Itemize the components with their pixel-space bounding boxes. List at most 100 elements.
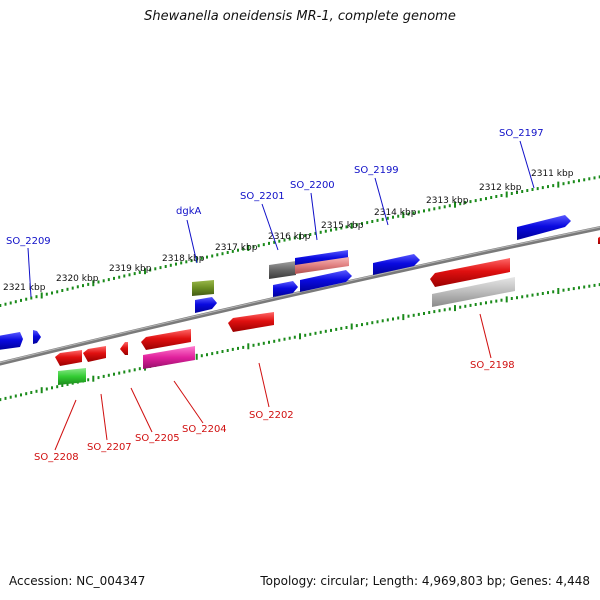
tick-mark-minor [314, 231, 317, 235]
gene-arrow-reverse[interactable] [120, 342, 128, 355]
tick-mark-minor [87, 378, 90, 382]
tick-mark-minor [469, 303, 472, 307]
gene-label-reverse[interactable]: SO_2207 [87, 442, 132, 453]
tick-mark-minor [572, 180, 575, 184]
tick-mark-minor [335, 227, 338, 231]
tick-mark-minor [61, 384, 64, 387]
tick-mark-minor [283, 238, 286, 242]
tick-mark-minor [474, 199, 477, 203]
tick-mark-minor [407, 212, 410, 216]
gene-box-pink[interactable] [295, 257, 349, 274]
tick-mark-minor [516, 191, 518, 194]
gene-arrow-forward[interactable] [373, 254, 420, 275]
tick-mark-minor [412, 313, 415, 317]
gene-box-lightgray[interactable] [432, 277, 515, 307]
tick-mark-minor [381, 319, 384, 323]
gene-arrow-forward[interactable] [0, 332, 23, 350]
gene-arrow-reverse[interactable] [141, 329, 191, 350]
gene-label-reverse[interactable]: SO_2202 [249, 410, 294, 421]
tick-mark-major [350, 323, 353, 330]
gene-arrow-forward[interactable] [195, 297, 217, 313]
tick-mark-major [350, 222, 353, 229]
gene-arrow-reverse[interactable] [430, 258, 510, 287]
gene-arrow-forward[interactable] [273, 281, 298, 297]
tick-mark-minor [45, 387, 48, 391]
tick-mark-minor [335, 327, 338, 331]
map-title: Shewanella oneidensis MR-1, complete gen… [144, 9, 456, 24]
gene-label-reverse[interactable]: SO_2198 [470, 360, 515, 371]
tick-mark-minor [118, 371, 121, 375]
tick-mark-minor [433, 207, 436, 211]
tick-mark-major [557, 288, 560, 294]
gene-label-forward[interactable]: SO_2209 [6, 236, 51, 247]
tick-mark-major [40, 292, 43, 299]
tick-mark-minor [392, 317, 394, 321]
tick-mark-minor [547, 291, 549, 295]
gene-box-gray[interactable] [269, 261, 296, 279]
tick-mark-minor [226, 251, 229, 254]
gene-label-reverse[interactable]: SO_2208 [34, 452, 79, 463]
tick-mark-minor [9, 301, 12, 305]
tick-mark-minor [392, 215, 394, 219]
gene-label-forward[interactable]: dgkA [176, 206, 201, 217]
gene-arrow-forward[interactable] [300, 270, 352, 292]
tick-mark-minor [288, 336, 291, 340]
tick-mark-minor [237, 346, 239, 350]
accession-text: Accession: NC_004347 [9, 574, 146, 588]
gene-label-reverse[interactable]: SO_2205 [135, 433, 180, 444]
gene-label-forward[interactable]: SO_2197 [499, 128, 544, 139]
tick-mark-minor [345, 326, 348, 329]
tick-mark-minor [361, 222, 363, 226]
tick-mark-minor [0, 304, 2, 307]
tick-mark-minor [216, 253, 219, 257]
gene-box-green[interactable] [58, 368, 86, 385]
tick-mark-minor [500, 194, 503, 197]
tick-mark-minor [521, 190, 524, 193]
tick-mark-minor [66, 287, 69, 291]
tick-mark-minor [175, 262, 177, 266]
tick-mark-minor [324, 329, 327, 333]
gene-label-forward[interactable]: SO_2200 [290, 180, 335, 191]
gene-arrow-reverse[interactable] [83, 346, 106, 362]
tick-mark-minor [107, 278, 110, 282]
tick-mark-major [402, 314, 405, 321]
tick-mark-major [40, 387, 43, 394]
tick-mark-minor [423, 312, 425, 315]
tick-mark-minor [490, 300, 493, 304]
tick-mark-minor [588, 177, 591, 181]
gene-label-reverse[interactable]: SO_2204 [182, 424, 227, 435]
tick-mark-minor [397, 214, 400, 218]
gene-box-magenta[interactable] [143, 346, 195, 369]
tick-mark-minor [386, 216, 389, 220]
tick-mark-minor [273, 339, 276, 343]
tick-mark-minor [30, 391, 33, 394]
gene-label-forward[interactable]: SO_2199 [354, 165, 399, 176]
tick-mark-minor [102, 279, 105, 283]
topology-text: Topology: circular; Length: 4,969,803 bp… [260, 574, 590, 588]
tick-mark-minor [20, 298, 22, 302]
gene-label-forward[interactable]: SO_2201 [240, 191, 285, 202]
kbp-label: 2312 kbp [479, 183, 522, 193]
gene-arrow-forward[interactable] [33, 330, 41, 344]
gene-arrow-reverse[interactable] [55, 350, 82, 366]
tick-mark-minor [107, 373, 110, 377]
gene-box-dgkA[interactable] [192, 280, 214, 296]
tick-mark-minor [133, 368, 136, 372]
gene-arrow-forward[interactable] [517, 215, 571, 240]
tick-mark-minor [495, 195, 498, 198]
tick-mark-major [92, 280, 95, 287]
tick-mark-minor [381, 217, 384, 221]
gene-arrow-reverse[interactable] [228, 312, 274, 332]
tick-mark-minor [366, 322, 369, 326]
tick-mark-minor [211, 254, 214, 258]
tick-mark-minor [479, 302, 482, 306]
tick-mark-minor [531, 188, 534, 191]
tick-mark-minor [4, 396, 7, 400]
tick-mark-minor [593, 283, 596, 287]
tick-mark-minor [283, 337, 286, 341]
tick-mark-minor [479, 198, 482, 202]
tick-mark-minor [273, 240, 276, 244]
tick-mark-minor [588, 284, 591, 288]
tick-mark-minor [278, 338, 281, 342]
